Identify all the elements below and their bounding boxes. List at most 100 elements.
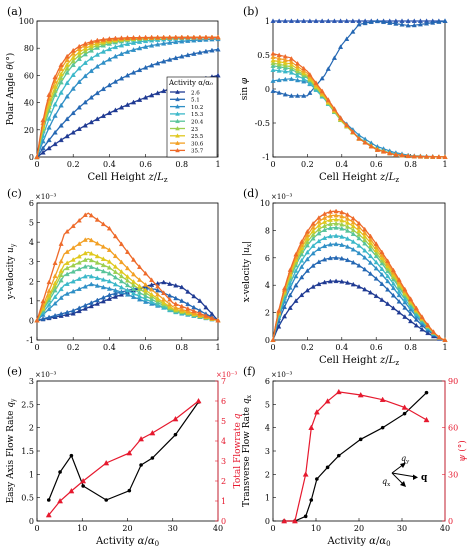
marker — [175, 133, 180, 138]
marker — [350, 129, 356, 134]
marker — [350, 239, 356, 244]
series-line — [272, 69, 446, 158]
marker — [70, 58, 76, 64]
inset-label-q: q — [421, 473, 428, 483]
marker — [327, 217, 333, 222]
marker — [315, 477, 319, 481]
marker — [319, 75, 325, 81]
marker — [362, 240, 368, 246]
marker — [58, 272, 64, 278]
marker — [161, 279, 167, 285]
marker — [276, 308, 282, 313]
marker — [390, 267, 396, 273]
marker — [367, 233, 374, 239]
marker — [203, 48, 209, 54]
marker — [142, 94, 149, 100]
y-right-tick-label: 90 — [448, 377, 458, 386]
marker — [362, 230, 368, 235]
marker — [270, 60, 276, 66]
y-tick-label: 0.5 — [21, 494, 34, 503]
marker — [282, 57, 288, 62]
legend-title: Activity α/α₀ — [168, 79, 213, 87]
marker — [276, 55, 282, 61]
marker — [76, 217, 82, 223]
y-right-tick-label: 6 — [221, 397, 226, 406]
marker — [155, 291, 161, 297]
marker — [344, 216, 351, 221]
marker — [419, 314, 425, 319]
x-tick-label: 10 — [77, 524, 87, 533]
marker — [58, 268, 64, 273]
legend-entry: 5.1 — [191, 98, 200, 104]
marker — [64, 57, 70, 62]
marker — [161, 299, 167, 305]
marker — [333, 212, 339, 218]
x-tick-label: 20 — [354, 524, 364, 533]
marker — [442, 18, 448, 23]
marker — [333, 278, 339, 284]
marker — [350, 246, 356, 252]
marker — [325, 18, 331, 23]
marker — [167, 56, 173, 62]
marker — [70, 257, 76, 262]
marker — [112, 269, 118, 274]
marker — [301, 70, 307, 75]
marker — [335, 388, 342, 395]
marker — [302, 471, 309, 477]
marker — [70, 110, 76, 116]
y-tick-label: 6 — [29, 199, 34, 208]
marker — [310, 232, 316, 237]
marker — [209, 315, 215, 321]
marker — [100, 294, 106, 300]
marker — [402, 411, 407, 416]
marker — [356, 136, 362, 141]
marker — [313, 80, 319, 85]
marker — [52, 101, 58, 107]
marker — [362, 286, 368, 292]
marker — [191, 34, 197, 40]
marker — [339, 209, 345, 215]
marker — [424, 20, 430, 26]
marker — [150, 456, 155, 460]
marker — [112, 274, 118, 280]
marker — [197, 298, 203, 303]
marker — [126, 449, 133, 456]
marker — [142, 44, 149, 49]
marker — [327, 225, 333, 231]
marker — [70, 129, 76, 135]
marker — [106, 264, 112, 270]
y-tick-label: 1 — [29, 470, 34, 479]
x-tick-label: 1 — [442, 160, 447, 169]
marker — [112, 107, 119, 113]
marker — [46, 306, 52, 312]
marker — [46, 145, 52, 151]
x-axis-label: Activity α/α0 — [326, 536, 390, 548]
marker — [373, 265, 379, 271]
marker — [373, 293, 379, 298]
marker — [331, 106, 337, 111]
marker — [106, 225, 112, 231]
marker — [413, 305, 419, 311]
marker — [390, 292, 396, 298]
marker — [112, 253, 118, 259]
marker — [58, 71, 64, 77]
marker — [344, 36, 350, 41]
x-tick-label: 0.8 — [404, 343, 417, 352]
marker — [396, 292, 402, 298]
marker — [136, 67, 143, 73]
marker — [173, 282, 179, 288]
y-tick-label: -1 — [262, 153, 270, 162]
marker — [118, 241, 125, 247]
y-tick-label: 1 — [29, 297, 34, 306]
x-tick-label: 0.8 — [404, 160, 417, 169]
marker — [167, 304, 173, 309]
marker — [138, 435, 145, 442]
y-tick-label: 2 — [29, 424, 34, 433]
marker — [64, 309, 70, 315]
marker — [64, 281, 70, 286]
marker — [112, 233, 118, 239]
x-tick-label: 1 — [442, 343, 447, 352]
marker — [333, 216, 339, 222]
